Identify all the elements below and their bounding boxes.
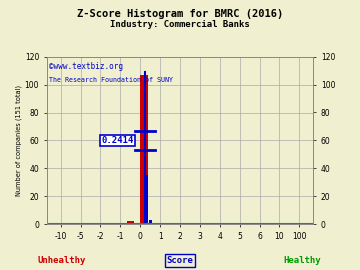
Bar: [140, 75, 148, 224]
Bar: [145, 175, 148, 224]
Text: Z-Score Histogram for BMRC (2016): Z-Score Histogram for BMRC (2016): [77, 9, 283, 19]
Text: The Research Foundation of SUNY: The Research Foundation of SUNY: [49, 77, 174, 83]
Bar: [149, 220, 152, 224]
Bar: [126, 221, 134, 224]
Text: Industry: Commercial Banks: Industry: Commercial Banks: [110, 20, 250, 29]
Text: 0.2414: 0.2414: [102, 136, 134, 145]
Text: Unhealthy: Unhealthy: [37, 256, 85, 265]
Text: Score: Score: [167, 256, 193, 265]
Y-axis label: Number of companies (151 total): Number of companies (151 total): [15, 85, 22, 196]
Text: ©www.textbiz.org: ©www.textbiz.org: [49, 62, 123, 71]
Text: Healthy: Healthy: [284, 256, 321, 265]
